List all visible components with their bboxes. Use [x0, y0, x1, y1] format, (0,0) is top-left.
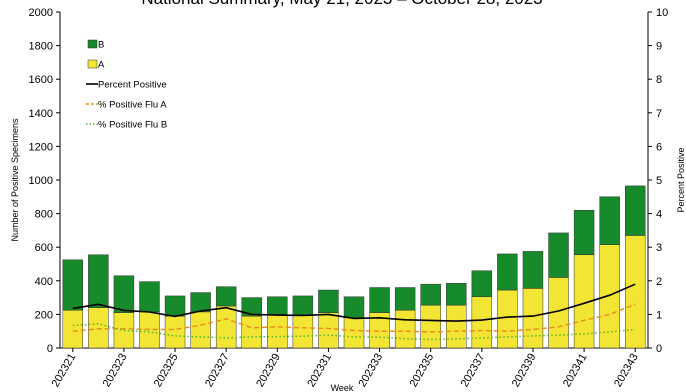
bar-a-202342 — [599, 244, 620, 349]
legend-label-a: A — [98, 60, 105, 71]
bar-a-202339 — [522, 288, 544, 349]
y-tick-label: 1400 — [29, 108, 53, 120]
bar-b-202324 — [139, 281, 160, 313]
x-tick-label: 202343 — [612, 352, 641, 390]
bar-b-202338 — [497, 253, 518, 291]
bar-b-202343 — [624, 185, 646, 236]
y2-tick-label: 8 — [656, 74, 662, 86]
y-tick-label: 1800 — [29, 41, 53, 53]
bar-a-202326 — [190, 311, 211, 349]
bar-a-202336 — [446, 304, 467, 349]
bar-b-202335 — [420, 283, 441, 306]
y-tick-label: 2000 — [29, 7, 53, 19]
x-tick-label: 202333 — [356, 352, 385, 390]
y2-tick-label: 3 — [656, 242, 662, 254]
bar-a-202329 — [267, 314, 288, 349]
bar-b-202341 — [573, 209, 595, 256]
bar-a-202334 — [394, 309, 416, 349]
bar-b-202322 — [88, 254, 109, 308]
bar-a-202338 — [497, 289, 518, 349]
y2-tick-label: 6 — [656, 141, 662, 153]
bar-a-202337 — [471, 296, 493, 349]
y2-tick-label: 4 — [656, 209, 662, 221]
legend-swatch-a — [87, 59, 98, 69]
legend-label-b: B — [98, 40, 104, 51]
bar-b-202329 — [267, 296, 288, 315]
x-tick-label: 202323 — [101, 352, 130, 390]
y-tick-label: 800 — [35, 209, 53, 221]
y-tick-label: 1000 — [29, 175, 53, 187]
x-axis-title: Week — [331, 383, 354, 392]
bar-a-202322 — [88, 307, 109, 349]
bar-a-202327 — [215, 305, 237, 349]
legend-swatch-b — [87, 39, 98, 49]
plot-area: 0 200 400 600 800 1000 1200 1400 1600 1800 2000 0 1 2… — [29, 7, 669, 389]
bar-b-202332 — [343, 296, 365, 319]
y2-tick-label: 7 — [656, 108, 662, 120]
line-positive-flu-a — [72, 303, 636, 333]
bar-b-202327 — [215, 286, 237, 307]
x-tick-label: 202341 — [561, 352, 590, 390]
bar-a-202332 — [343, 317, 365, 349]
bar-b-202342 — [599, 196, 620, 245]
bar-b-202331 — [318, 289, 339, 313]
bar-b-202323 — [113, 275, 135, 313]
bar-b-202334 — [394, 287, 416, 311]
x-tick-label: 202321 — [50, 352, 79, 390]
bar-b-202326 — [190, 292, 211, 313]
bar-b-202340 — [548, 232, 569, 278]
y-tick-label: 600 — [35, 242, 53, 254]
y2-tick-label: 10 — [656, 7, 668, 19]
y-tick-label: 0 — [47, 343, 53, 355]
bar-a-202325 — [164, 315, 186, 349]
bar-a-202330 — [292, 314, 314, 349]
x-tick-label: 202325 — [152, 352, 181, 390]
bar-b-202328 — [241, 297, 262, 317]
bar-b-202336 — [446, 283, 467, 306]
legend-label-percent-positive: Percent Positive — [98, 80, 167, 91]
bar-a-202335 — [420, 304, 441, 349]
bar-b-202339 — [522, 251, 544, 289]
bar-b-202330 — [292, 295, 314, 316]
y2-tick-label: 2 — [656, 276, 662, 288]
y2-axis-title: Percent Positive — [676, 147, 686, 212]
y-axis-title: Number of Positive Specimens — [10, 118, 20, 242]
line-percent-positive — [72, 283, 636, 322]
y2-tick-label: 1 — [656, 309, 662, 321]
y2-tick-label: 0 — [656, 343, 662, 355]
bar-a-202328 — [241, 315, 262, 349]
y2-tick-label: 9 — [656, 41, 662, 53]
bar-b-202337 — [471, 270, 493, 298]
y2-tick-label: 5 — [656, 175, 662, 187]
bar-b-202333 — [369, 287, 390, 313]
bar-a-202343 — [624, 235, 646, 349]
bar-b-202321 — [62, 259, 84, 311]
bar-a-202331 — [318, 312, 339, 349]
x-tick-label: 202329 — [254, 352, 283, 390]
legend: BA Percent Positive % Positive Flu A % Posi… — [86, 40, 167, 131]
y-tick-label: 1200 — [29, 141, 53, 153]
chart-title: National Summary, May 21, 2023 – October… — [141, 0, 542, 8]
y-tick-label: 1600 — [29, 74, 53, 86]
y-tick-label: 200 — [35, 309, 53, 321]
bar-b-202325 — [164, 295, 186, 317]
legend-label-positive-flu-b: % Positive Flu B — [98, 120, 167, 131]
x-tick-label: 202337 — [459, 351, 488, 389]
x-tick-label: 202335 — [408, 352, 437, 390]
bar-a-202321 — [62, 309, 84, 349]
legend-label-positive-flu-a: % Positive Flu A — [98, 100, 167, 111]
y-tick-label: 400 — [35, 276, 53, 288]
x-tick-label: 202327 — [203, 352, 232, 390]
x-tick-label: 202339 — [510, 352, 539, 390]
